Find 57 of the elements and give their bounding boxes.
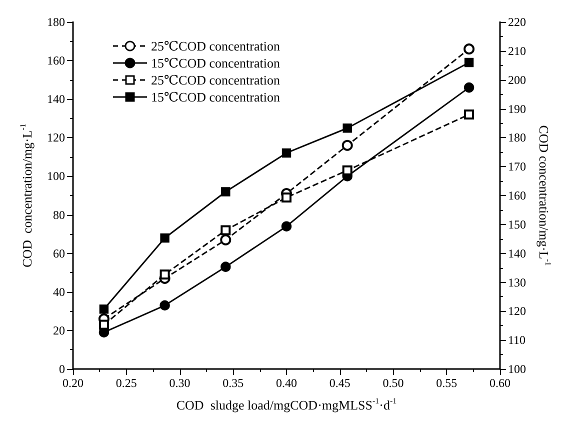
y2-tick-label: 150 — [508, 217, 526, 232]
legend-label: 15℃COD concentration — [151, 90, 280, 104]
y-tick-label: 120 — [47, 130, 65, 145]
point — [282, 192, 292, 203]
point — [464, 58, 474, 68]
point — [98, 320, 109, 330]
point — [160, 233, 170, 243]
y-tick-label: 140 — [47, 92, 65, 106]
point — [342, 165, 352, 176]
point — [464, 43, 475, 54]
y-tick-label: 180 — [47, 15, 65, 29]
legend-label: 25℃COD concentration — [151, 72, 280, 88]
x-tick-label: 0.25 — [116, 376, 137, 390]
y-tick-label: 80 — [53, 208, 65, 222]
x-tick-label: 0.30 — [169, 376, 190, 390]
point — [464, 110, 474, 120]
y2-tick-label: 210 — [508, 44, 526, 58]
x-tick-label: 0.35 — [222, 376, 244, 390]
x-tick-label: 0.50 — [382, 376, 404, 390]
y2-tick-label: 160 — [508, 188, 526, 202]
point — [99, 304, 109, 314]
y-tick-label: 0 — [59, 362, 65, 376]
x-tick-label: 0.20 — [62, 376, 84, 390]
point — [464, 82, 474, 93]
y-tick-label: 40 — [53, 284, 65, 299]
point — [160, 269, 170, 280]
y2-axis-title: COD concentration/mg·L-1 — [536, 125, 552, 266]
y2-tick-label: 130 — [508, 275, 526, 290]
y2-tick-label: 220 — [508, 15, 526, 29]
y-tick-label: 160 — [47, 54, 65, 68]
y2-tick-label: 100 — [508, 362, 526, 376]
y-axis-title: COD concentration/mg·L-1 — [18, 124, 34, 268]
point — [282, 148, 292, 158]
x-tick-label: 0.45 — [329, 376, 350, 390]
point — [281, 221, 292, 232]
y-tick-label: 60 — [53, 246, 65, 260]
x-tick-label: 0.55 — [436, 376, 458, 390]
point — [220, 234, 232, 246]
y2-tick-label: 180 — [508, 130, 526, 145]
y2-tick-label: 140 — [508, 246, 526, 260]
x-tick-label: 0.40 — [276, 376, 297, 390]
point — [220, 262, 231, 272]
y2-tick-label: 190 — [508, 102, 526, 116]
y-tick-label: 20 — [53, 323, 65, 338]
point — [220, 225, 231, 236]
y-tick-label: 100 — [47, 169, 65, 184]
legend-label: 15℃COD concentration — [151, 56, 280, 70]
point — [221, 187, 230, 196]
y2-tick-label: 170 — [508, 160, 526, 174]
y2-tick-label: 120 — [508, 304, 526, 318]
y2-tick-label: 110 — [508, 333, 526, 348]
point — [342, 140, 353, 151]
legend-label: 25℃COD concentration — [151, 38, 280, 54]
y2-tick-label: 200 — [508, 72, 526, 87]
point — [160, 300, 170, 310]
x-tick-label: 0.60 — [490, 376, 510, 390]
point — [342, 124, 352, 133]
